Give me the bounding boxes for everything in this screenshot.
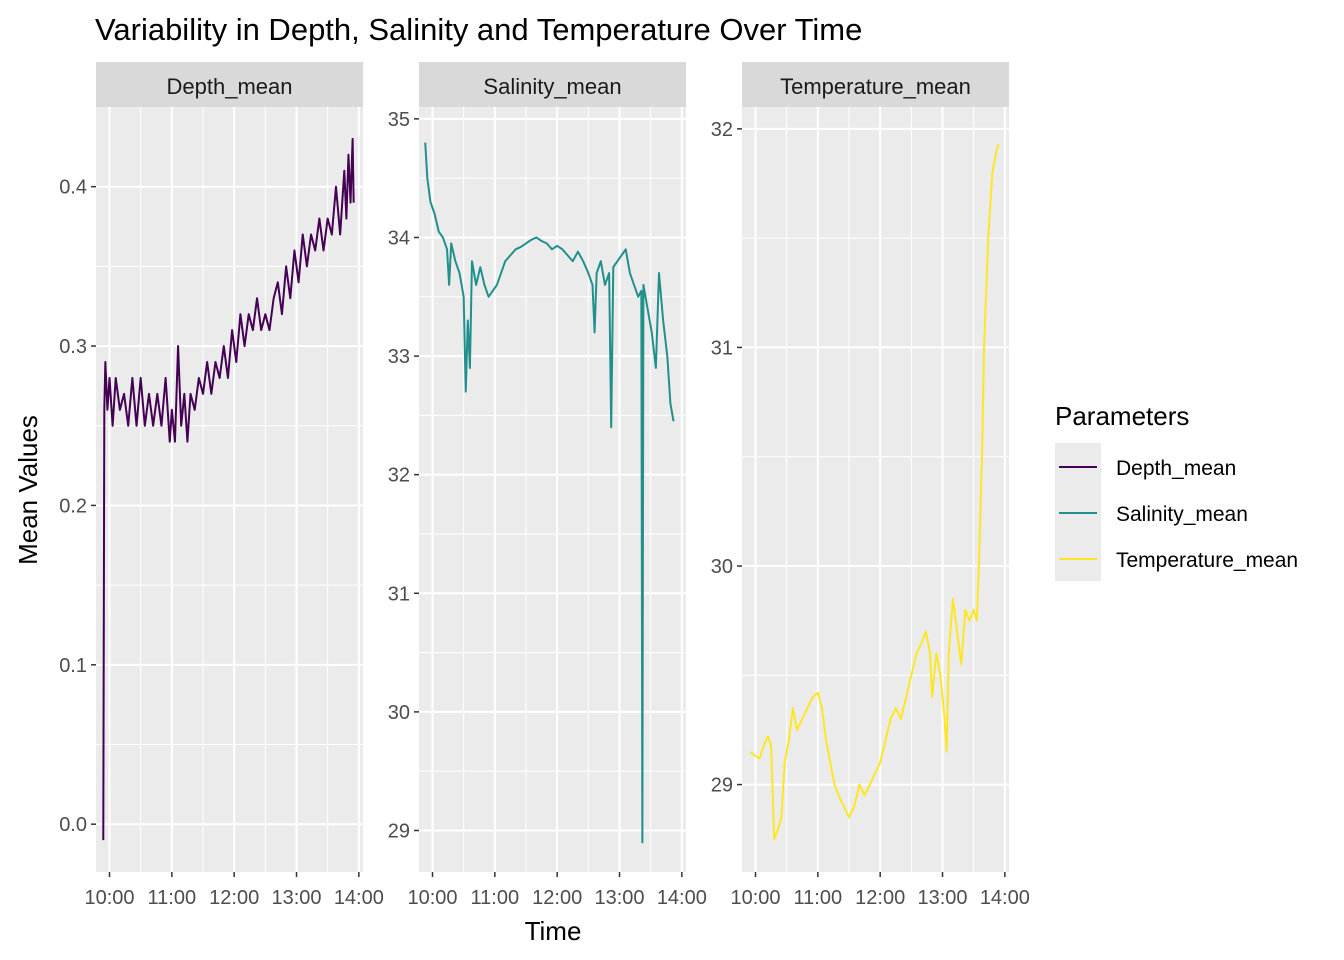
legend: Parameters Depth_mean Salinity_mean Temper… xyxy=(1055,401,1298,581)
y-tick-label: 32 xyxy=(711,119,733,141)
y-tick-label: 35 xyxy=(388,109,410,131)
x-tick-label: 11:00 xyxy=(471,887,520,909)
y-axis-title: Mean Values xyxy=(13,415,43,565)
strip-depth-mean xyxy=(96,62,363,107)
panel-salinity-mean: Salinity_mean 29 30 31 32 33 34 35 10:00 11:00 12:… xyxy=(388,62,707,909)
y-tick-label: 29 xyxy=(711,775,733,797)
legend-title: Parameters xyxy=(1055,401,1189,431)
legend-label-depth-mean: Depth_mean xyxy=(1116,457,1236,480)
x-tick-label: 10:00 xyxy=(730,887,780,909)
x-tick-label: 13:00 xyxy=(917,887,967,909)
series-line-depth-mean xyxy=(102,137,355,841)
y-tick-label: 30 xyxy=(711,556,733,578)
y-tick-label: 0.3 xyxy=(59,336,87,358)
x-axis-title: Time xyxy=(525,916,582,946)
y-tick-label: 31 xyxy=(711,337,733,359)
y-tick-label: 32 xyxy=(388,465,410,487)
y-tick-label: 0.1 xyxy=(59,655,87,677)
chart-title: Variability in Depth, Salinity and Tempe… xyxy=(95,12,862,47)
panel-temperature-mean: Temperature_mean 29 30 31 32 10:00 11:00 12:00 1… xyxy=(711,62,1030,909)
x-tick-label: 11:00 xyxy=(148,887,197,909)
x-tick-label: 13:00 xyxy=(271,887,321,909)
legend-label-salinity-mean: Salinity_mean xyxy=(1116,503,1248,526)
panels: Depth_mean 0.0 0.1 0.2 0.3 0.4 10:00 11:00 12:00… xyxy=(59,62,1030,909)
strip-label-salinity-mean: Salinity_mean xyxy=(483,74,621,99)
strip-label-depth-mean: Depth_mean xyxy=(167,74,293,99)
x-tick-label: 14:00 xyxy=(657,887,707,909)
strip-label-temperature-mean: Temperature_mean xyxy=(780,74,971,99)
y-tick-label: 34 xyxy=(388,227,410,249)
series-line-salinity-mean xyxy=(424,142,675,844)
plot-background-temperature-mean xyxy=(742,107,1009,872)
y-tick-label: 29 xyxy=(388,820,410,842)
x-tick-label: 11:00 xyxy=(794,887,843,909)
strip-temperature-mean xyxy=(742,62,1009,107)
plot-background-depth-mean xyxy=(96,107,363,872)
legend-entries: Depth_mean Salinity_mean Temperature_mean xyxy=(1059,457,1298,572)
y-tick-label: 31 xyxy=(388,583,410,605)
x-tick-label: 12:00 xyxy=(532,887,582,909)
series-line-temperature-mean xyxy=(749,143,1000,841)
y-tick-label: 33 xyxy=(388,346,410,368)
legend-label-temperature-mean: Temperature_mean xyxy=(1116,549,1298,572)
x-tick-label: 10:00 xyxy=(407,887,457,909)
x-tick-label: 12:00 xyxy=(209,887,259,909)
y-tick-label: 0.4 xyxy=(59,177,87,199)
strip-salinity-mean xyxy=(419,62,686,107)
y-tick-label: 0.2 xyxy=(59,495,87,517)
panel-depth-mean: Depth_mean 0.0 0.1 0.2 0.3 0.4 10:00 11:00 12:00… xyxy=(59,62,384,909)
x-tick-label: 14:00 xyxy=(334,887,384,909)
x-tick-label: 13:00 xyxy=(594,887,644,909)
x-tick-label: 10:00 xyxy=(84,887,134,909)
plot-background-salinity-mean xyxy=(419,107,686,872)
x-tick-label: 14:00 xyxy=(980,887,1030,909)
y-tick-label: 30 xyxy=(388,702,410,724)
x-tick-label: 12:00 xyxy=(855,887,905,909)
y-tick-label: 0.0 xyxy=(59,814,87,836)
